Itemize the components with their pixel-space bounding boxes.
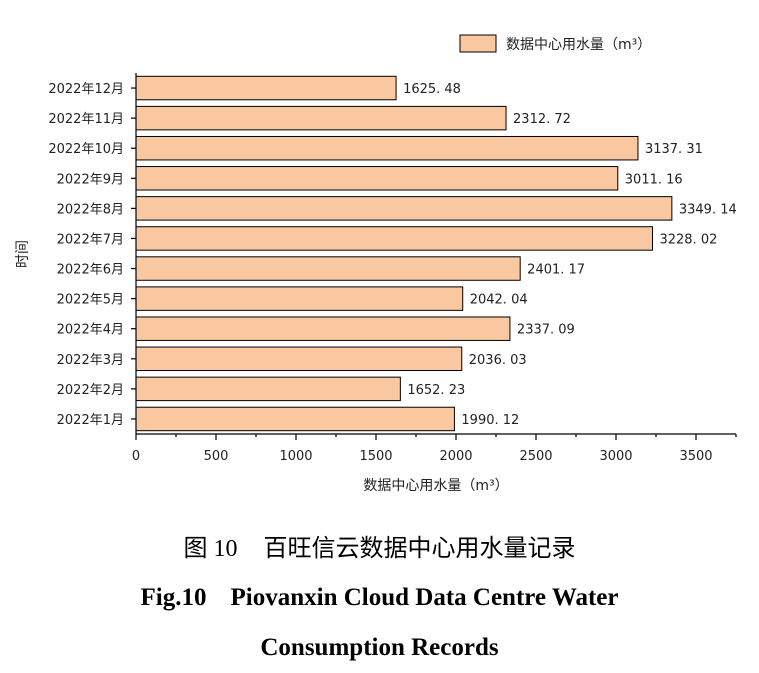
category-label-12: 2022年12月 <box>48 82 124 97</box>
figure-number-en: Fig.10 <box>140 584 207 611</box>
figure-caption-en-line2: Consumption Records <box>0 634 759 662</box>
x-axis-title: 数据中心用水量（m³） <box>363 478 508 494</box>
x-tick-label-3000: 3000 <box>599 449 632 464</box>
category-label-9: 2022年9月 <box>57 172 124 187</box>
figure-number-zh: 图 10 <box>183 536 238 562</box>
value-label-7: 3228. 02 <box>659 232 717 247</box>
value-label-8: 3349. 14 <box>679 202 737 217</box>
x-tick-label-2500: 2500 <box>519 449 552 464</box>
x-tick-label-1500: 1500 <box>359 449 392 464</box>
bar-12 <box>135 75 397 101</box>
category-label-1: 2022年1月 <box>57 413 124 428</box>
value-labels: 1990. 12 1652. 23 2036. 03 2337. 09 2042. 04… <box>403 82 737 428</box>
bar-5 <box>135 286 464 311</box>
value-label-2: 1652. 23 <box>407 383 465 398</box>
figure-caption-en-line1: Fig.10 Piovanxin Cloud Data Centre Water <box>0 584 759 612</box>
bar-1 <box>135 406 455 432</box>
category-label-8: 2022年8月 <box>57 202 124 217</box>
category-label-2: 2022年2月 <box>57 383 124 398</box>
value-label-5: 2042. 04 <box>470 293 528 308</box>
x-tick-label-3500: 3500 <box>679 449 712 464</box>
value-label-12: 1625. 48 <box>403 82 461 97</box>
figure-title-zh: 百旺信云数据中心用水量记录 <box>263 534 576 562</box>
y-axis-title: 时间 <box>15 240 31 268</box>
value-label-11: 2312. 72 <box>513 112 571 127</box>
bar-10 <box>135 135 639 161</box>
figure-title-en-line1: Piovanxin Cloud Data Centre Water <box>230 584 619 611</box>
value-label-9: 3011. 16 <box>625 172 683 187</box>
value-label-10: 3137. 31 <box>645 142 703 157</box>
bar-6 <box>135 256 521 281</box>
category-label-3: 2022年3月 <box>57 353 124 368</box>
category-labels: 2022年1月 2022年2月 2022年3月 2022年4月 2022年5月 2022年… <box>48 82 124 428</box>
legend: 数据中心用水量（m³） <box>459 34 651 53</box>
x-ticks: 0 500 1000 1500 2000 2500 3000 3500 <box>131 87 737 464</box>
category-label-6: 2022年6月 <box>57 263 124 278</box>
category-label-7: 2022年7月 <box>57 232 124 247</box>
x-tick-label-500: 500 <box>204 449 229 464</box>
water-consumption-chart: 数据中心用水量（m³） 2022年1月 2022年2月 2022年3月 2022年4月… <box>15 34 737 494</box>
value-label-1: 1990. 12 <box>461 413 519 428</box>
x-tick-label-0: 0 <box>132 449 140 464</box>
value-label-4: 2337. 09 <box>517 323 575 338</box>
axes <box>135 73 736 435</box>
x-tick-label-2000: 2000 <box>439 449 472 464</box>
legend-label: 数据中心用水量（m³） <box>506 37 651 53</box>
bar-2 <box>135 376 401 402</box>
figure-caption-zh: 图 10 百旺信云数据中心用水量记录 <box>0 528 759 563</box>
bar-9 <box>135 166 619 191</box>
bar-3 <box>135 346 463 372</box>
bar-8 <box>135 196 673 221</box>
bars-group <box>135 75 673 432</box>
x-tick-label-1000: 1000 <box>279 449 312 464</box>
figure-title-en-line2: Consumption Records <box>260 634 499 661</box>
category-label-10: 2022年10月 <box>48 142 124 157</box>
legend-swatch <box>459 34 497 53</box>
category-label-5: 2022年5月 <box>57 293 124 308</box>
category-label-11: 2022年11月 <box>48 112 124 127</box>
bar-7 <box>135 226 653 251</box>
category-label-4: 2022年4月 <box>57 323 124 338</box>
bar-4 <box>135 316 511 341</box>
value-label-6: 2401. 17 <box>527 263 585 278</box>
value-label-3: 2036. 03 <box>469 353 527 368</box>
bar-11 <box>135 105 507 131</box>
